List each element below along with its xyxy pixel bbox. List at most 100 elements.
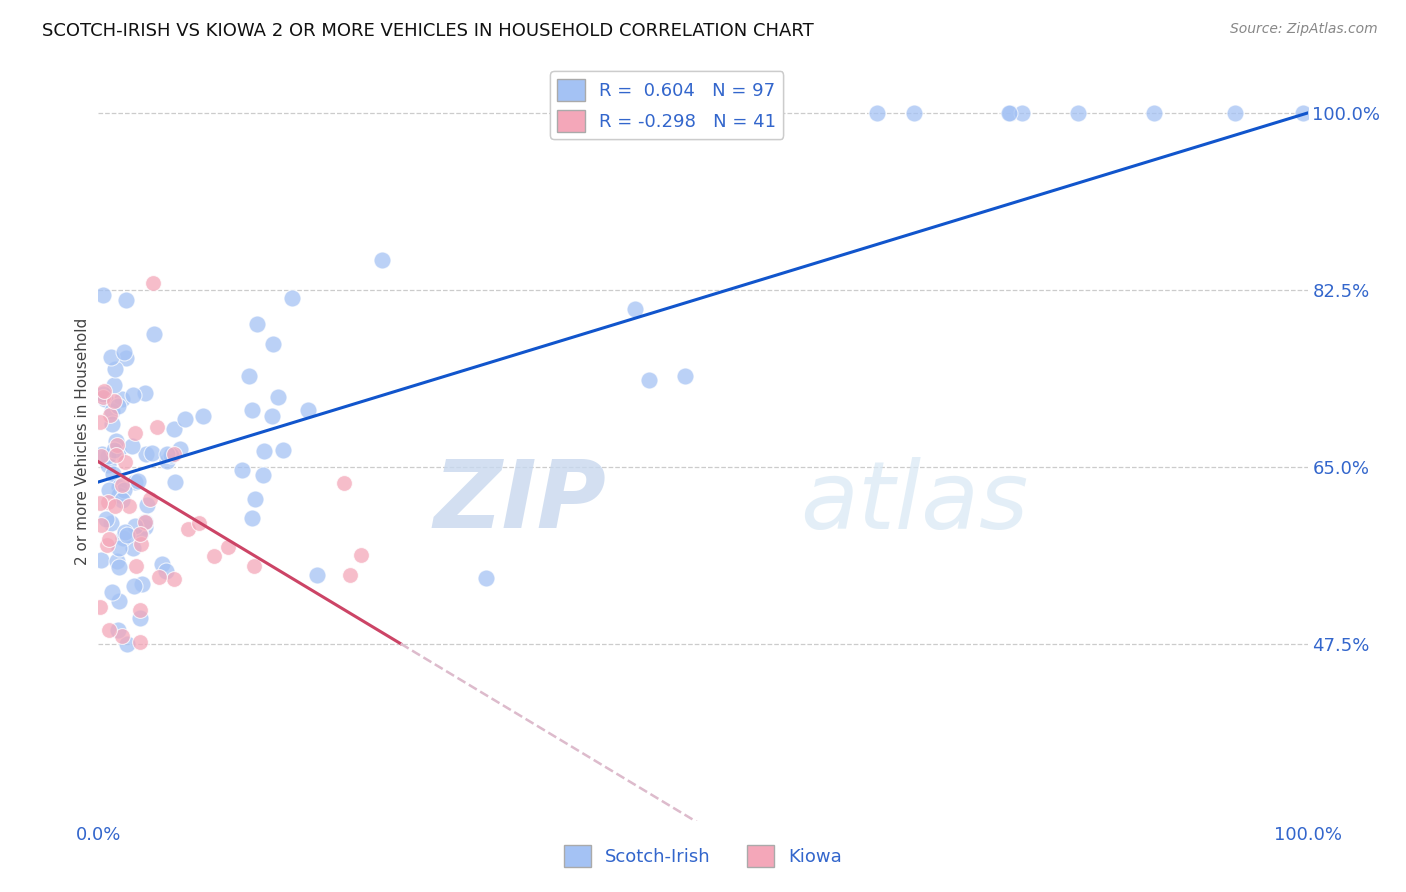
Point [150, 557, 173, 571]
Point [97, 450, 120, 464]
Point [122, 579, 145, 593]
Point [1067, 106, 1090, 120]
Point [97, 458, 120, 472]
Point [97, 623, 120, 637]
Point [134, 385, 156, 400]
Text: SCOTCH-IRISH VS KIOWA 2 OR MORE VEHICLES IN HOUSEHOLD CORRELATION CHART: SCOTCH-IRISH VS KIOWA 2 OR MORE VEHICLES… [42, 22, 814, 40]
Point [624, 301, 647, 316]
Point [98, 409, 121, 423]
Point [111, 629, 134, 643]
Text: ZIP: ZIP [433, 456, 606, 549]
Point [89, 496, 111, 510]
Point [107, 488, 129, 502]
Point [129, 611, 152, 625]
Point [134, 519, 156, 533]
Point [107, 444, 129, 458]
Point [101, 585, 124, 599]
Point [305, 568, 328, 582]
Point [117, 637, 139, 651]
Point [115, 293, 138, 307]
Point [107, 624, 129, 638]
Point [111, 492, 134, 507]
Point [134, 515, 156, 529]
Point [129, 603, 152, 617]
Point [163, 572, 186, 586]
Point [243, 558, 266, 573]
Point [280, 292, 302, 306]
Point [103, 442, 125, 457]
Point [97, 495, 120, 509]
Point [673, 369, 696, 384]
Point [115, 527, 138, 541]
Point [107, 541, 129, 555]
Point [262, 409, 284, 423]
Point [131, 577, 153, 591]
Point [90, 447, 112, 461]
Point [101, 467, 124, 481]
Point [94, 392, 117, 406]
Point [96, 538, 118, 552]
Point [163, 447, 186, 461]
Point [191, 409, 214, 423]
Point [111, 478, 134, 492]
Point [865, 106, 887, 120]
Point [91, 288, 114, 302]
Point [93, 384, 115, 398]
Point [141, 445, 163, 459]
Point [104, 362, 127, 376]
Text: atlas: atlas [800, 457, 1028, 548]
Point [129, 527, 152, 541]
Point [998, 106, 1021, 120]
Point [139, 491, 162, 506]
Point [107, 399, 129, 413]
Point [637, 373, 659, 387]
Point [134, 515, 156, 529]
Point [100, 350, 122, 364]
Point [371, 253, 394, 268]
Y-axis label: 2 or more Vehicles in Household: 2 or more Vehicles in Household [75, 318, 90, 566]
Point [160, 448, 183, 462]
Point [112, 345, 135, 359]
Point [1292, 106, 1315, 120]
Point [121, 439, 143, 453]
Point [136, 498, 159, 512]
Point [124, 425, 146, 440]
Point [163, 422, 186, 436]
Point [176, 522, 198, 536]
Point [103, 394, 125, 409]
Point [101, 404, 124, 418]
Point [124, 519, 146, 533]
Point [125, 558, 148, 573]
Point [349, 548, 371, 562]
Point [112, 531, 135, 545]
Point [108, 594, 131, 608]
Point [297, 403, 319, 417]
Point [98, 532, 121, 546]
Point [135, 447, 157, 461]
Point [100, 417, 122, 431]
Point [156, 447, 179, 461]
Point [339, 568, 361, 582]
Point [129, 527, 152, 541]
Point [1143, 106, 1166, 120]
Point [129, 635, 152, 649]
Point [240, 511, 263, 525]
Point [238, 369, 260, 384]
Point [90, 553, 112, 567]
Point [1011, 106, 1033, 120]
Point [163, 475, 186, 489]
Point [97, 483, 120, 497]
Point [104, 448, 127, 462]
Point [243, 491, 266, 506]
Point [105, 438, 128, 452]
Point [108, 560, 131, 574]
Text: Source: ZipAtlas.com: Source: ZipAtlas.com [1230, 22, 1378, 37]
Point [148, 570, 170, 584]
Point [103, 378, 125, 392]
Point [706, 106, 728, 120]
Point [114, 524, 136, 539]
Point [475, 572, 498, 586]
Point [169, 442, 191, 456]
Point [114, 455, 136, 469]
Point [156, 453, 179, 467]
